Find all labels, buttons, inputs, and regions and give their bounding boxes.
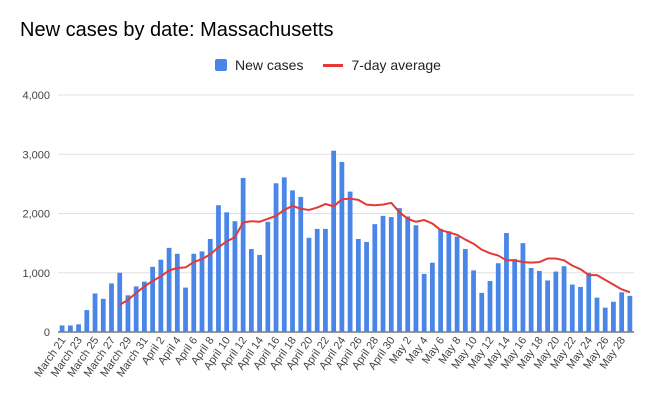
bar — [290, 190, 295, 332]
bar — [372, 224, 378, 332]
bar — [100, 298, 106, 332]
chart-legend: New cases 7-day average — [0, 57, 656, 73]
bar — [257, 254, 262, 332]
legend-item-new-cases: New cases — [215, 57, 303, 73]
bar — [331, 150, 337, 332]
bar — [512, 259, 518, 332]
bar — [421, 273, 427, 332]
y-tick-label: 4,000 — [22, 90, 50, 102]
bar — [347, 191, 353, 332]
bar — [183, 287, 188, 332]
bar — [117, 272, 123, 332]
bar — [339, 161, 345, 332]
bar — [92, 293, 98, 332]
bar — [199, 251, 205, 332]
bar — [133, 286, 139, 332]
bar — [586, 272, 592, 332]
bar — [536, 270, 542, 332]
bar — [240, 177, 246, 332]
y-tick-label: 2,000 — [22, 209, 50, 221]
bar — [520, 243, 526, 332]
bar — [553, 271, 559, 332]
bar — [306, 237, 312, 332]
bar — [438, 228, 444, 332]
bar — [265, 221, 271, 332]
bar — [471, 270, 476, 332]
bar — [224, 212, 230, 332]
bar — [561, 266, 567, 332]
bar — [166, 247, 172, 332]
bar — [569, 284, 575, 332]
bar — [281, 177, 287, 332]
bar — [355, 238, 361, 332]
bar — [430, 262, 435, 332]
bar — [216, 205, 221, 332]
bar — [174, 253, 180, 332]
bar — [545, 280, 550, 332]
bar — [84, 310, 90, 332]
bar — [462, 249, 468, 332]
legend-swatch-7-day-average — [323, 63, 344, 67]
bar — [191, 253, 197, 332]
bar — [487, 281, 493, 332]
bar — [594, 297, 600, 332]
bar — [380, 215, 386, 332]
bar — [125, 295, 131, 332]
y-tick-label: 3,000 — [22, 149, 50, 161]
y-tick-label: 0 — [44, 327, 50, 339]
bar — [611, 301, 616, 332]
legend-label-7-day-average: 7-day average — [351, 57, 441, 73]
legend-item-7-day-average: 7-day average — [323, 57, 441, 73]
bar — [413, 225, 419, 332]
bar — [504, 233, 509, 332]
bar — [495, 263, 501, 332]
bar — [273, 183, 279, 332]
bar — [397, 208, 402, 332]
bar — [232, 221, 238, 332]
legend-label-new-cases: New cases — [235, 57, 304, 73]
bar — [528, 268, 534, 332]
bar — [314, 228, 320, 332]
bar — [627, 295, 633, 332]
bar — [454, 236, 460, 332]
bar — [142, 281, 147, 332]
bar — [405, 216, 411, 332]
chart-title: New cases by date: Massachusetts — [20, 19, 334, 41]
bar — [446, 231, 452, 332]
bar — [479, 292, 485, 332]
bar — [59, 325, 65, 332]
bar — [158, 259, 164, 332]
bar — [602, 307, 608, 332]
bar — [298, 196, 304, 332]
y-tick-label: 1,000 — [22, 268, 50, 280]
bar — [619, 292, 625, 332]
bar — [109, 283, 114, 332]
bar — [150, 266, 156, 332]
bar — [388, 217, 394, 332]
bar — [76, 324, 81, 332]
bar — [364, 241, 369, 332]
bar — [248, 249, 254, 332]
bar — [207, 238, 213, 332]
bar — [323, 228, 328, 332]
bar — [67, 325, 73, 332]
average-line — [119, 197, 631, 306]
legend-swatch-new-cases — [215, 59, 227, 71]
bar — [578, 286, 583, 332]
